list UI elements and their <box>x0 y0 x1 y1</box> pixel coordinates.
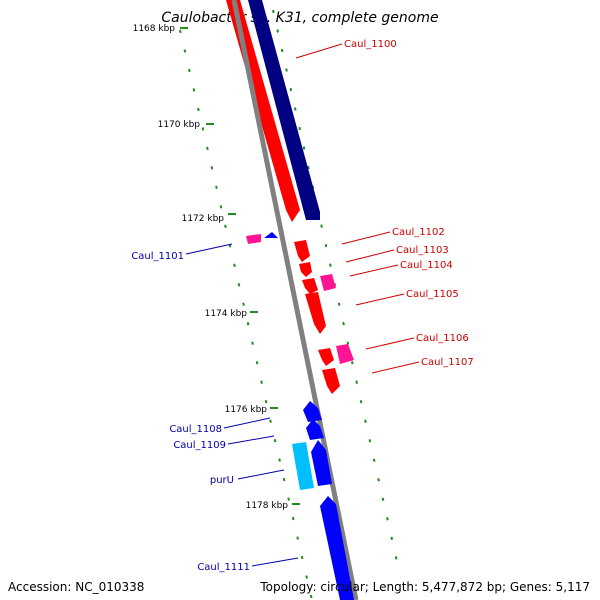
gene-caul-1106[interactable] <box>318 348 334 366</box>
label-caul-1111[interactable]: Caul_1111 <box>197 562 250 573</box>
genome-stats-text: Topology: circular; Length: 5,477,872 bp… <box>260 580 590 594</box>
gene-caul-1105[interactable] <box>305 292 326 334</box>
tick-label: 1172 kbp <box>182 214 225 224</box>
label-caul-1103[interactable]: Caul_1103 <box>396 245 449 256</box>
backbone-ruler <box>231 0 359 600</box>
tick-label: 1168 kbp <box>133 24 176 34</box>
label-caul-1107[interactable]: Caul_1107 <box>421 357 474 368</box>
gene-caul-1109[interactable] <box>306 419 324 440</box>
gene-labels-forward: Caul_1100 Caul_1102 Caul_1103 Caul_1104 … <box>344 39 474 368</box>
tick-label: 1170 kbp <box>158 120 201 130</box>
gene-caul-1104b[interactable] <box>302 278 318 294</box>
tick-label: 1178 kbp <box>246 501 289 511</box>
tick-label: 1174 kbp <box>205 309 248 319</box>
tick-label: 1176 kbp <box>225 405 268 415</box>
tick-marks <box>180 27 300 505</box>
gene-puru-b[interactable] <box>311 440 332 486</box>
gene-puru[interactable] <box>292 442 314 490</box>
gene-caul-1104[interactable] <box>320 274 336 291</box>
gene-caul-1101[interactable] <box>246 234 261 244</box>
gene-caul-1106b[interactable] <box>336 344 354 364</box>
leader-lines-reverse <box>185 243 299 567</box>
label-caul-1101[interactable]: Caul_1101 <box>131 251 184 262</box>
label-puru[interactable]: purU <box>210 475 234 486</box>
map-title: Caulobacter sp. K31, complete genome <box>161 10 438 26</box>
label-caul-1100[interactable]: Caul_1100 <box>344 39 397 50</box>
tick-labels: 1168 kbp 1170 kbp 1172 kbp 1174 kbp 1176… <box>133 24 289 511</box>
label-caul-1105[interactable]: Caul_1105 <box>406 289 459 300</box>
gene-labels-reverse: Caul_1101 Caul_1108 Caul_1109 purU Caul_… <box>131 251 250 573</box>
label-caul-1104[interactable]: Caul_1104 <box>400 260 453 271</box>
accession-text: Accession: NC_010338 <box>8 580 145 594</box>
gene-caul-1103[interactable] <box>299 262 312 277</box>
leader-lines-forward <box>295 43 420 374</box>
label-caul-1102[interactable]: Caul_1102 <box>392 227 445 238</box>
gene-caul-1107[interactable] <box>322 368 340 394</box>
gene-caul-1108[interactable] <box>303 401 322 422</box>
label-caul-1108[interactable]: Caul_1108 <box>169 424 222 435</box>
gene-caul-1111[interactable] <box>320 496 354 600</box>
gc-track-outer <box>272 9 401 576</box>
dark-blue-feature <box>248 0 320 220</box>
reverse-feature-small[interactable] <box>264 232 278 238</box>
label-caul-1109[interactable]: Caul_1109 <box>173 440 226 451</box>
label-caul-1106[interactable]: Caul_1106 <box>416 333 469 344</box>
gene-caul-1102[interactable] <box>294 240 310 262</box>
